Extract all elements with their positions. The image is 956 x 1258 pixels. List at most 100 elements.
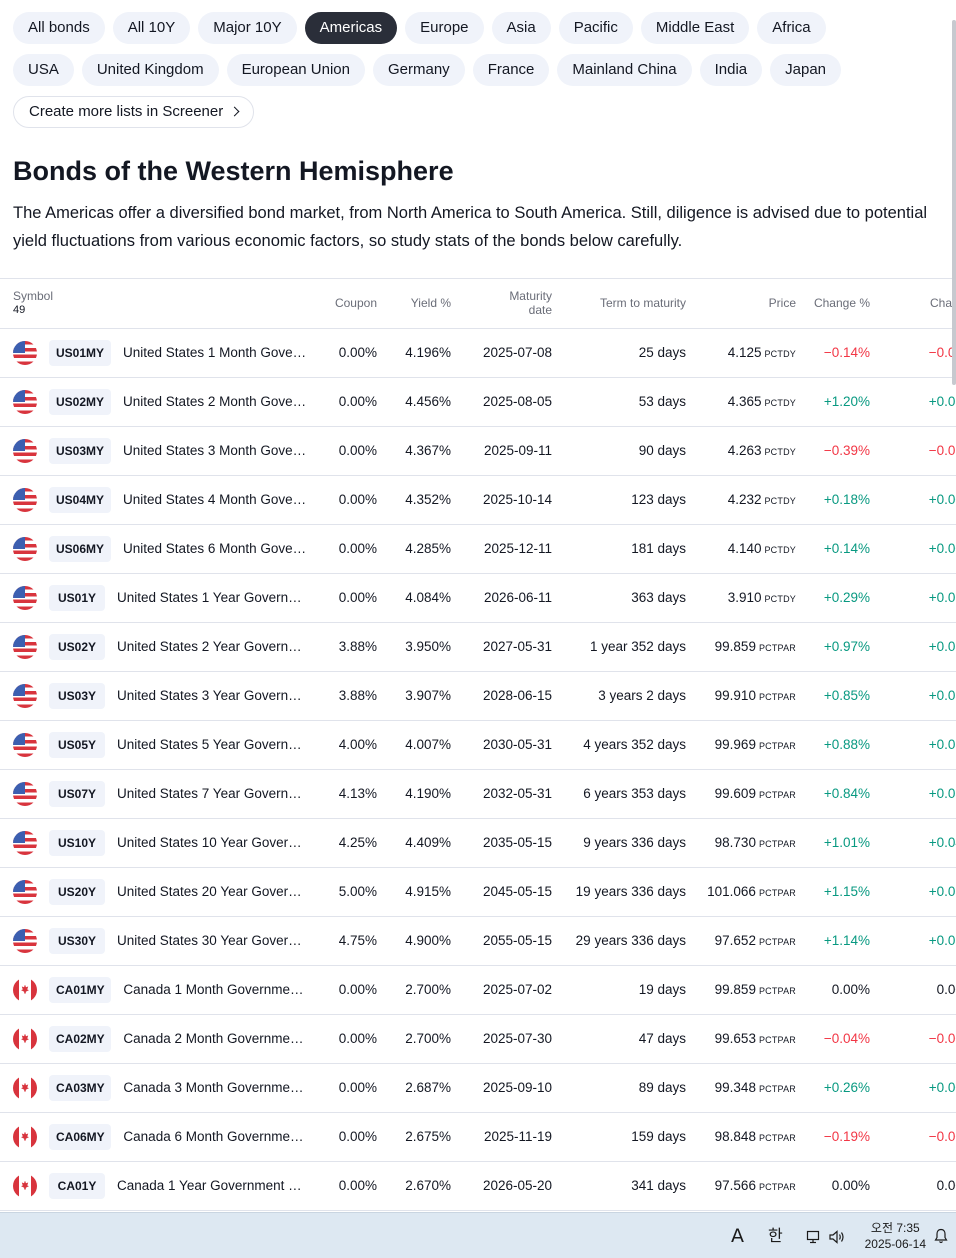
- filter-chip-asia[interactable]: Asia: [491, 12, 551, 44]
- ticker-badge[interactable]: CA06MY: [49, 1123, 112, 1150]
- bond-name[interactable]: Canada 2 Month Governmen…: [123, 1031, 310, 1046]
- ticker-badge[interactable]: CA02MY: [49, 1025, 112, 1052]
- table-row[interactable]: CA01MY Canada 1 Month Governmen… 0.00% 2.70…: [0, 965, 956, 1015]
- filter-chip-united-kingdom[interactable]: United Kingdom: [81, 54, 219, 86]
- network-icon[interactable]: [806, 1213, 822, 1258]
- table-row[interactable]: US02Y United States 2 Year Govern… 3.88% 3.…: [0, 622, 956, 672]
- bond-name[interactable]: United States 7 Year Govern…: [117, 786, 302, 801]
- us-flag-icon: [13, 732, 37, 757]
- ticker-badge[interactable]: US01Y: [49, 584, 105, 611]
- table-row[interactable]: US01MY United States 1 Month Gove… 0.00% 4.…: [0, 328, 956, 378]
- filter-chip-japan[interactable]: Japan: [770, 54, 842, 86]
- ticker-badge[interactable]: US30Y: [49, 927, 105, 954]
- ticker-badge[interactable]: US06MY: [49, 535, 112, 562]
- filter-chip-germany[interactable]: Germany: [373, 54, 465, 86]
- ime-korean-indicator[interactable]: 한: [768, 1226, 783, 1245]
- filter-chip-africa[interactable]: Africa: [757, 12, 826, 44]
- ticker-badge[interactable]: US20Y: [49, 878, 105, 905]
- table-row[interactable]: US07Y United States 7 Year Govern… 4.13% 4.…: [0, 769, 956, 819]
- ticker-badge[interactable]: US01MY: [49, 339, 112, 366]
- table-row[interactable]: CA01Y Canada 1 Year Government … 0.00% 2.67…: [0, 1161, 956, 1211]
- table-row[interactable]: US03MY United States 3 Month Gove… 0.00% 4.…: [0, 426, 956, 476]
- bond-name[interactable]: United States 2 Month Gove…: [123, 394, 307, 409]
- bond-name[interactable]: United States 5 Year Govern…: [117, 737, 302, 752]
- bond-name[interactable]: United States 4 Month Gove…: [123, 492, 307, 507]
- ticker-badge[interactable]: CA01MY: [49, 976, 112, 1003]
- bond-name[interactable]: United States 3 Year Govern…: [117, 688, 302, 703]
- symbol-wrapper: US03MY United States 3 Month Gove…: [13, 437, 310, 464]
- ticker-badge[interactable]: CA03MY: [49, 1074, 112, 1101]
- taskbar-clock[interactable]: 오전 7:35 2025-06-14: [865, 1220, 926, 1252]
- filter-chip-middle-east[interactable]: Middle East: [640, 12, 750, 44]
- column-header-maturity[interactable]: Maturity date: [459, 279, 560, 329]
- bond-name[interactable]: Canada 1 Month Governmen…: [123, 982, 310, 997]
- ticker-badge[interactable]: US02MY: [49, 388, 112, 415]
- table-row[interactable]: US30Y United States 30 Year Gover… 4.75% 4.…: [0, 916, 956, 966]
- term-cell: 1 year 352 days: [560, 622, 694, 672]
- table-row[interactable]: US02MY United States 2 Month Gove… 0.00% 4.…: [0, 377, 956, 427]
- bond-name[interactable]: United States 20 Year Gover…: [117, 884, 302, 899]
- price-value: 97.652: [714, 933, 756, 948]
- change-value: −0.001: [928, 1031, 956, 1046]
- filter-chip-americas[interactable]: Americas: [304, 12, 398, 44]
- filter-chip-france[interactable]: France: [472, 54, 550, 86]
- ticker-badge[interactable]: US03MY: [49, 437, 112, 464]
- symbol-cell: US01MY United States 1 Month Gove…: [0, 328, 318, 378]
- table-row[interactable]: US20Y United States 20 Year Gover… 5.00% 4.…: [0, 867, 956, 917]
- ticker-badge[interactable]: US07Y: [49, 780, 105, 807]
- column-header-coupon[interactable]: Coupon: [318, 279, 385, 329]
- ticker-badge[interactable]: US03Y: [49, 682, 105, 709]
- price-unit: PCTPAR: [758, 643, 796, 653]
- bond-name[interactable]: United States 1 Month Gove…: [123, 345, 307, 360]
- column-header-term[interactable]: Term to maturity: [560, 279, 694, 329]
- ticker-badge[interactable]: CA01Y: [49, 1172, 105, 1199]
- bond-name[interactable]: United States 3 Month Gove…: [123, 443, 307, 458]
- coupon-cell: 0.00%: [318, 573, 385, 623]
- column-header-change-pct[interactable]: Change %: [804, 279, 878, 329]
- filter-chip-usa[interactable]: USA: [13, 54, 74, 86]
- filter-chip-all-bonds[interactable]: All bonds: [13, 12, 105, 44]
- filter-chip-european-union[interactable]: European Union: [226, 54, 365, 86]
- bond-name[interactable]: United States 10 Year Gover…: [117, 835, 302, 850]
- table-row[interactable]: CA02MY Canada 2 Month Governmen… 0.00% 2.70…: [0, 1014, 956, 1064]
- bond-name[interactable]: United States 30 Year Gover…: [117, 933, 302, 948]
- price-unit: PCTPAR: [758, 1035, 796, 1045]
- table-row[interactable]: CA03MY Canada 3 Month Governmen… 0.00% 2.68…: [0, 1063, 956, 1113]
- bond-name[interactable]: United States 6 Month Gove…: [123, 541, 307, 556]
- ticker-badge[interactable]: US02Y: [49, 633, 105, 660]
- create-lists-button[interactable]: Create more lists in Screener: [13, 96, 255, 128]
- filter-chip-pacific[interactable]: Pacific: [558, 12, 633, 44]
- bond-name[interactable]: United States 2 Year Govern…: [117, 639, 302, 654]
- table-row[interactable]: US05Y United States 5 Year Govern… 4.00% 4.…: [0, 720, 956, 770]
- column-header-symbol[interactable]: Symbol 49: [0, 279, 318, 329]
- filter-chip-all-10y[interactable]: All 10Y: [112, 12, 191, 44]
- ticker-badge[interactable]: US05Y: [49, 731, 105, 758]
- filter-chip-mainland-china[interactable]: Mainland China: [557, 54, 692, 86]
- bond-name[interactable]: Canada 6 Month Governmen…: [123, 1129, 310, 1144]
- filter-chip-europe[interactable]: Europe: [405, 12, 484, 44]
- change-value: −0.017: [928, 443, 956, 458]
- table-row[interactable]: US10Y United States 10 Year Gover… 4.25% 4.…: [0, 818, 956, 868]
- symbol-wrapper: US02MY United States 2 Month Gove…: [13, 388, 310, 415]
- ticker-badge[interactable]: US04MY: [49, 486, 112, 513]
- table-row[interactable]: CA06MY Canada 6 Month Governmen… 0.00% 2.67…: [0, 1112, 956, 1162]
- bond-name[interactable]: United States 1 Year Govern…: [117, 590, 302, 605]
- column-header-yield[interactable]: Yield %: [385, 279, 459, 329]
- ticker-badge[interactable]: US10Y: [49, 829, 105, 856]
- table-row[interactable]: US04MY United States 4 Month Gove… 0.00% 4.…: [0, 475, 956, 525]
- table-row[interactable]: US01Y United States 1 Year Govern… 0.00% 4.…: [0, 573, 956, 623]
- table-row[interactable]: US06MY United States 6 Month Gove… 0.00% 4.…: [0, 524, 956, 574]
- symbol-cell: US07Y United States 7 Year Govern…: [0, 769, 318, 819]
- bond-name[interactable]: Canada 3 Month Governmen…: [123, 1080, 310, 1095]
- filter-chip-india[interactable]: India: [699, 54, 763, 86]
- volume-icon[interactable]: [828, 1213, 846, 1258]
- column-header-change[interactable]: Chan: [878, 279, 956, 329]
- clock-time: 오전 7:35: [870, 1221, 920, 1235]
- filter-chip-major-10y[interactable]: Major 10Y: [198, 12, 297, 44]
- column-header-price[interactable]: Price: [694, 279, 804, 329]
- notification-bell-icon[interactable]: [934, 1228, 948, 1244]
- page-scrollbar[interactable]: [952, 20, 956, 385]
- table-row[interactable]: US03Y United States 3 Year Govern… 3.88% 3.…: [0, 671, 956, 721]
- ime-latin-indicator[interactable]: A: [731, 1225, 744, 1247]
- bond-name[interactable]: Canada 1 Year Government …: [117, 1178, 302, 1193]
